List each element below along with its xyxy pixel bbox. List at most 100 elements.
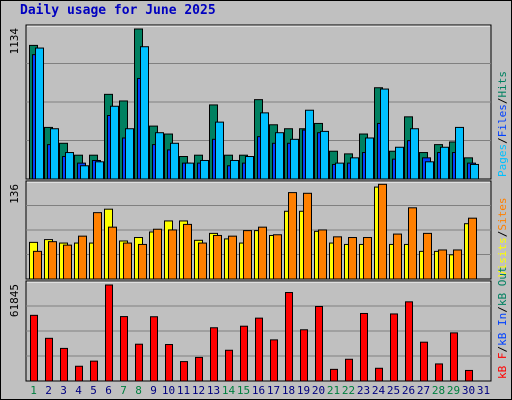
legend-entry: Sites: [496, 198, 509, 231]
legend-entry: Hits: [496, 71, 509, 98]
legend-entry: Files: [496, 104, 509, 137]
x-tick-day-2: 2: [45, 384, 52, 397]
bar-kb-f-day-22: [345, 358, 353, 382]
bar-sites-day-27: [423, 232, 432, 280]
bar-pages-day-30: [470, 163, 479, 180]
bar-kb-f-day-2: [45, 337, 53, 382]
x-tick-day-4: 4: [75, 384, 82, 397]
bar-kb-f-day-14: [225, 349, 233, 382]
bar-sites-day-14: [228, 235, 237, 280]
bar-kb-f-day-17: [270, 339, 278, 382]
chart-title: Daily usage for June 2025: [20, 3, 216, 18]
bar-sites-day-5: [93, 212, 102, 280]
x-tick-day-7: 7: [120, 384, 127, 397]
bar-kb-f-day-6: [105, 284, 113, 382]
bar-pages-day-2: [50, 128, 59, 180]
bar-pages-day-12: [200, 159, 209, 180]
x-tick-day-29: 29: [447, 384, 460, 397]
legend-entry: kB Out: [496, 266, 509, 306]
bar-kb-f-day-15: [240, 325, 248, 382]
bar-sites-day-23: [363, 237, 372, 280]
bar-sites-day-21: [333, 236, 342, 280]
legend-entry: /: [496, 306, 509, 313]
x-tick-day-8: 8: [135, 384, 142, 397]
panel-kbytes-legend: kB F/kB In/kB Out: [496, 266, 509, 379]
bar-pages-day-22: [350, 157, 359, 180]
bar-kb-f-day-30: [465, 369, 473, 382]
bar-pages-day-1: [35, 47, 44, 180]
bar-kb-f-day-16: [255, 317, 263, 382]
bar-pages-day-27: [425, 161, 434, 180]
bar-kb-f-day-28: [435, 363, 443, 382]
bar-sites-day-10: [168, 229, 177, 280]
bar-sites-day-25: [393, 233, 402, 280]
bar-pages-day-23: [365, 137, 374, 180]
bar-sites-day-1: [33, 250, 42, 280]
x-tick-day-20: 20: [312, 384, 325, 397]
bar-sites-day-12: [198, 242, 207, 280]
bar-sites-day-15: [243, 230, 252, 280]
bar-kb-f-day-25: [390, 313, 398, 382]
bar-sites-day-26: [408, 207, 417, 280]
x-tick-day-23: 23: [357, 384, 370, 397]
bar-sites-day-16: [258, 226, 267, 280]
x-tick-day-15: 15: [237, 384, 250, 397]
bar-kb-f-day-21: [330, 368, 338, 382]
bar-sites-day-13: [213, 234, 222, 280]
bar-sites-day-2: [48, 241, 57, 280]
bar-pages-day-4: [80, 165, 89, 180]
bar-kb-f-day-12: [195, 356, 203, 382]
bar-sites-day-3: [63, 244, 72, 280]
bar-sites-day-18: [288, 192, 297, 280]
bar-pages-day-21: [335, 162, 344, 180]
legend-entry: /: [496, 98, 509, 105]
bar-pages-day-15: [245, 156, 254, 180]
x-tick-day-5: 5: [90, 384, 97, 397]
bar-kb-f-day-27: [420, 341, 428, 382]
bar-kb-f-day-18: [285, 292, 293, 382]
legend-entry: /: [496, 137, 509, 144]
x-tick-day-19: 19: [297, 384, 310, 397]
bar-pages-day-17: [275, 132, 284, 180]
bar-pages-day-11: [185, 162, 194, 180]
bar-pages-day-5: [95, 161, 104, 180]
legend-entry: /: [496, 346, 509, 353]
x-tick-day-17: 17: [267, 384, 280, 397]
x-tick-day-26: 26: [402, 384, 415, 397]
legend-entry: kB In: [496, 313, 509, 346]
bar-sites-day-30: [468, 217, 477, 280]
x-tick-day-1: 1: [30, 384, 37, 397]
bar-kb-f-day-8: [135, 343, 143, 382]
bar-kb-f-day-19: [300, 329, 308, 382]
bar-pages-day-8: [140, 46, 149, 180]
bar-pages-day-14: [230, 159, 239, 180]
x-tick-day-3: 3: [60, 384, 67, 397]
legend-entry: Pages: [496, 144, 509, 177]
x-tick-day-14: 14: [222, 384, 236, 397]
bar-sites-day-4: [78, 235, 87, 280]
x-tick-day-10: 10: [162, 384, 175, 397]
bar-sites-day-24: [378, 183, 387, 280]
bar-pages-day-19: [305, 109, 314, 180]
x-tick-day-28: 28: [432, 384, 445, 397]
bar-sites-day-28: [438, 249, 447, 280]
bar-sites-day-22: [348, 237, 357, 280]
bar-sites-day-6: [108, 226, 117, 280]
bar-kb-f-day-29: [450, 332, 458, 382]
bar-kb-f-day-24: [375, 367, 383, 382]
bar-kb-f-day-20: [315, 305, 323, 382]
bar-kb-f-day-7: [120, 316, 128, 382]
bar-sites-day-11: [183, 223, 192, 280]
x-tick-day-11: 11: [177, 384, 190, 397]
bar-pages-day-24: [380, 88, 389, 180]
bar-kb-f-day-10: [165, 344, 173, 382]
panel-visits-axis-max-label: 136: [8, 184, 21, 204]
panel-hits-legend: Pages/Files/Hits: [496, 71, 509, 177]
bar-pages-day-25: [395, 146, 404, 180]
bar-pages-day-7: [125, 128, 134, 180]
bar-kb-f-day-3: [60, 347, 68, 382]
bar-pages-day-26: [410, 128, 419, 180]
x-tick-day-25: 25: [387, 384, 400, 397]
